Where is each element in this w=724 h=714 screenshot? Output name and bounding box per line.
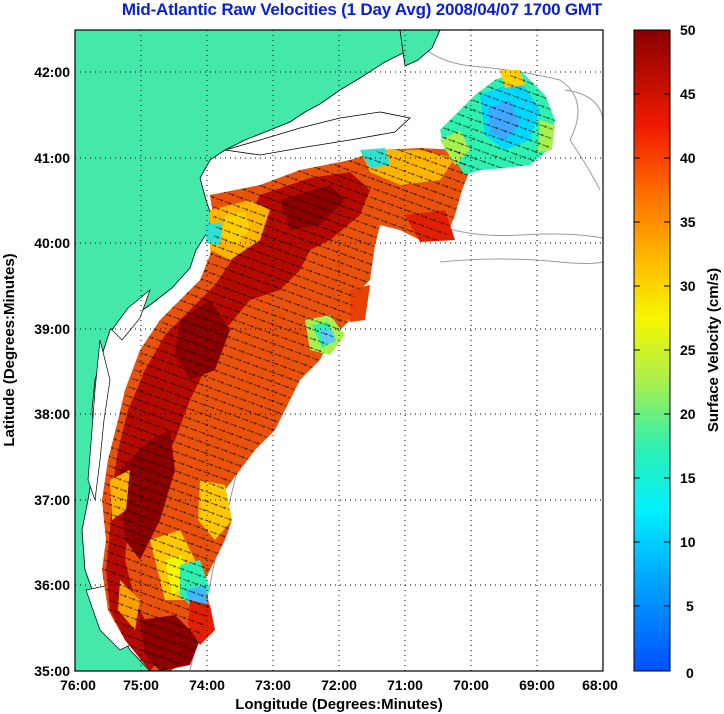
colorbar-tick: 30 — [680, 278, 696, 294]
colorbar-labels: 50 45 40 35 30 25 20 15 10 5 0 — [680, 22, 696, 681]
map-grid — [75, 30, 603, 671]
cape-cod-land — [399, 30, 441, 67]
colorbar-label: Surface Velocity (cm/s) — [705, 268, 722, 432]
colorbar-tick: 40 — [680, 150, 696, 166]
lat-tick: 37:00 — [34, 492, 70, 508]
colorbar-tick: 25 — [680, 342, 696, 358]
colorbar-tick: 10 — [680, 534, 696, 550]
lon-tick: 68:00 — [582, 677, 618, 693]
lat-tick: 35:00 — [34, 663, 70, 679]
colorbar-ticks — [634, 93, 670, 607]
latitude-ticks: 42:00 41:00 40:00 39:00 38:00 37:00 36:0… — [34, 64, 70, 679]
lon-tick: 69:00 — [519, 677, 555, 693]
colorbar-tick: 45 — [680, 86, 696, 102]
y-axis-label: Latitude (Degrees:Minutes) — [1, 253, 18, 446]
lon-tick: 75:00 — [123, 677, 159, 693]
lat-tick: 38:00 — [34, 406, 70, 422]
colorbar-tick: 15 — [680, 470, 696, 486]
lat-tick: 40:00 — [34, 235, 70, 251]
colorbar-tick: 50 — [680, 22, 696, 38]
colorbar-tick: 0 — [686, 665, 694, 681]
long-island — [224, 111, 411, 156]
lat-tick: 39:00 — [34, 321, 70, 337]
map-title: Mid-Atlantic Raw Velocities (1 Day Avg) … — [121, 0, 603, 19]
lon-tick: 74:00 — [189, 677, 225, 693]
lon-tick: 71:00 — [387, 677, 423, 693]
x-axis-label: Longitude (Degrees:Minutes) — [235, 696, 443, 713]
lat-tick: 36:00 — [34, 577, 70, 593]
land-mass — [75, 30, 406, 671]
lat-tick: 41:00 — [34, 150, 70, 166]
velocity-field — [102, 70, 555, 671]
lon-tick: 70:00 — [453, 677, 489, 693]
lon-tick: 76:00 — [60, 677, 96, 693]
colorbar-tick: 35 — [680, 214, 696, 230]
lon-tick: 73:00 — [255, 677, 291, 693]
lat-tick: 42:00 — [34, 64, 70, 80]
longitude-ticks: 76:00 75:00 74:00 73:00 72:00 71:00 70:0… — [60, 677, 618, 693]
lon-tick: 72:00 — [321, 677, 357, 693]
colorbar-tick: 20 — [680, 406, 696, 422]
plot-frame — [74, 29, 604, 672]
colorbar-tick: 5 — [686, 598, 694, 614]
